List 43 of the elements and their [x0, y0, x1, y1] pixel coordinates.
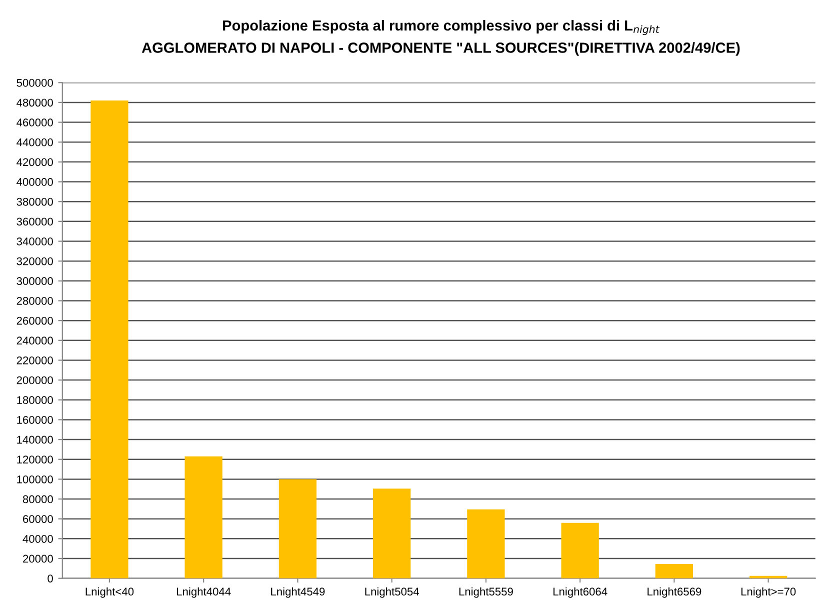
y-tick-label: 20000	[23, 554, 53, 563]
bar	[90, 100, 128, 578]
bar	[467, 509, 505, 578]
y-tick-label: 480000	[16, 98, 53, 107]
y-tick-label: 260000	[16, 316, 53, 325]
y-tick-label: 300000	[16, 277, 53, 286]
y-tick-label: 400000	[16, 178, 53, 186]
bar	[372, 488, 411, 578]
x-tick-label: Lnight4044	[177, 587, 231, 598]
x-tick-label: Lnight4549	[271, 587, 325, 598]
y-tick-label: 380000	[16, 198, 53, 206]
y-tick-label: 40000	[22, 534, 53, 543]
y-tick-label: 460000	[16, 118, 53, 126]
y-tick-label: 440000	[16, 138, 53, 146]
bar	[561, 522, 599, 578]
y-tick-label: 360000	[16, 218, 53, 226]
x-tick-label: Lnight5054	[365, 587, 419, 598]
y-tick-label: 80000	[22, 495, 53, 504]
x-tick-label: Lnight6569	[648, 587, 702, 598]
y-tick-label: 140000	[17, 436, 53, 444]
y-tick-label: 60000	[23, 515, 53, 523]
bar	[184, 456, 222, 578]
y-tick-label: 340000	[16, 238, 53, 246]
y-tick-label: 0	[48, 574, 53, 582]
y-tick-label: 200000	[16, 376, 53, 384]
y-tick-label: 120000	[17, 456, 53, 464]
x-tick-label: Lnight>=70	[741, 587, 796, 598]
chart-subtitle: AGGLOMERATO DI NAPOLI - COMPONENTE "ALL SOURCES"(DIRETTIVA 2002/49/CE)	[142, 42, 740, 56]
y-tick-label: 220000	[16, 356, 53, 364]
chart-title: Popolazione Esposta al rumore complessivo per classi di L$_{night}$	[223, 20, 660, 36]
y-tick-label: 500000	[16, 78, 53, 87]
x-tick-label: Lnight5559	[459, 587, 513, 598]
bar	[655, 564, 694, 578]
y-tick-label: 160000	[17, 416, 53, 424]
y-tick-label: 420000	[16, 158, 53, 166]
bar	[278, 479, 317, 578]
x-tick-label: Lnight6064	[553, 587, 608, 598]
y-tick-label: 320000	[16, 257, 53, 266]
x-tick-label: Lnight<40	[86, 587, 134, 598]
y-tick-label: 240000	[16, 336, 53, 345]
y-tick-label: 100000	[17, 475, 53, 484]
y-tick-label: 280000	[16, 297, 53, 305]
y-tick-label: 180000	[17, 396, 53, 404]
